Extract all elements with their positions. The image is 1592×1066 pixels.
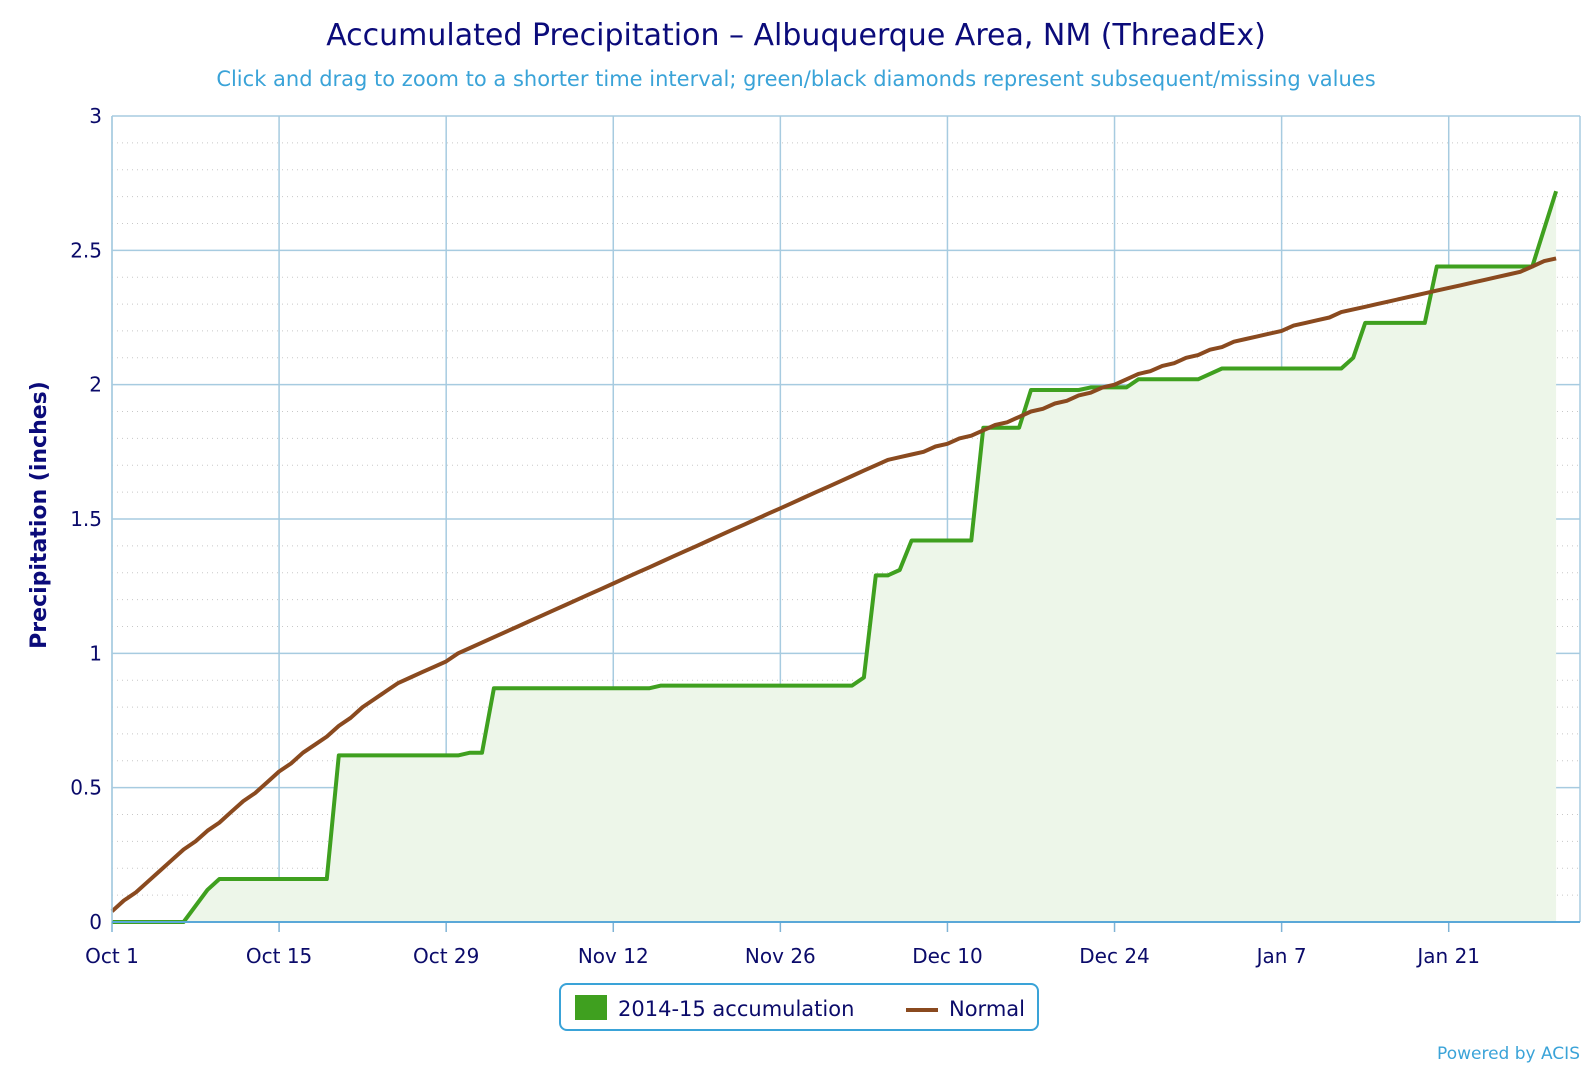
x-tick-label: Dec 24 <box>1079 944 1150 968</box>
legend[interactable]: 2014-15 accumulation Normal <box>559 983 1039 1031</box>
y-tick-label: 2 <box>89 373 102 397</box>
x-tick-label: Oct 1 <box>85 944 139 968</box>
legend-item-accumulation[interactable]: 2014-15 accumulation <box>575 995 854 1021</box>
y-tick-label: 1 <box>89 641 102 665</box>
x-tick-label: Oct 29 <box>413 944 479 968</box>
legend-item-normal[interactable]: Normal <box>906 997 1025 1021</box>
chart-title: Accumulated Precipitation – Albuquerque … <box>326 18 1266 53</box>
chart-subtitle: Click and drag to zoom to a shorter time… <box>216 67 1375 91</box>
credit-link[interactable]: Powered by ACIS <box>1437 1044 1580 1064</box>
x-tick-label: Dec 10 <box>912 944 983 968</box>
x-tick-label: Jan 7 <box>1255 944 1307 968</box>
y-tick-label: 3 <box>89 104 102 128</box>
axes: 0 0.5 1 1.5 2 2.5 3 Oct 1 Oct 15 Oct 29 Nov 12 Nov … <box>70 104 1580 968</box>
legend-swatch-accumulation <box>575 995 607 1020</box>
legend-label-normal: Normal <box>949 997 1025 1021</box>
x-tick-label: Nov 12 <box>578 944 649 968</box>
y-tick-label: 1.5 <box>70 507 102 531</box>
y-tick-label: 0 <box>89 910 102 934</box>
x-tick-label: Oct 15 <box>246 944 312 968</box>
normal-line[interactable] <box>110 256 1557 913</box>
plot-area[interactable] <box>110 190 1559 924</box>
accumulation-area <box>112 191 1557 922</box>
y-tick-label: 0.5 <box>70 776 102 800</box>
accumulation-line[interactable] <box>112 190 1559 924</box>
legend-box <box>559 983 1039 1031</box>
legend-label-accumulation: 2014-15 accumulation <box>618 997 854 1021</box>
x-tick-label: Nov 26 <box>745 944 816 968</box>
x-tick-label: Jan 21 <box>1415 944 1480 968</box>
y-axis-label: Precipitation (inches) <box>27 381 52 649</box>
y-tick-label: 2.5 <box>70 238 102 262</box>
